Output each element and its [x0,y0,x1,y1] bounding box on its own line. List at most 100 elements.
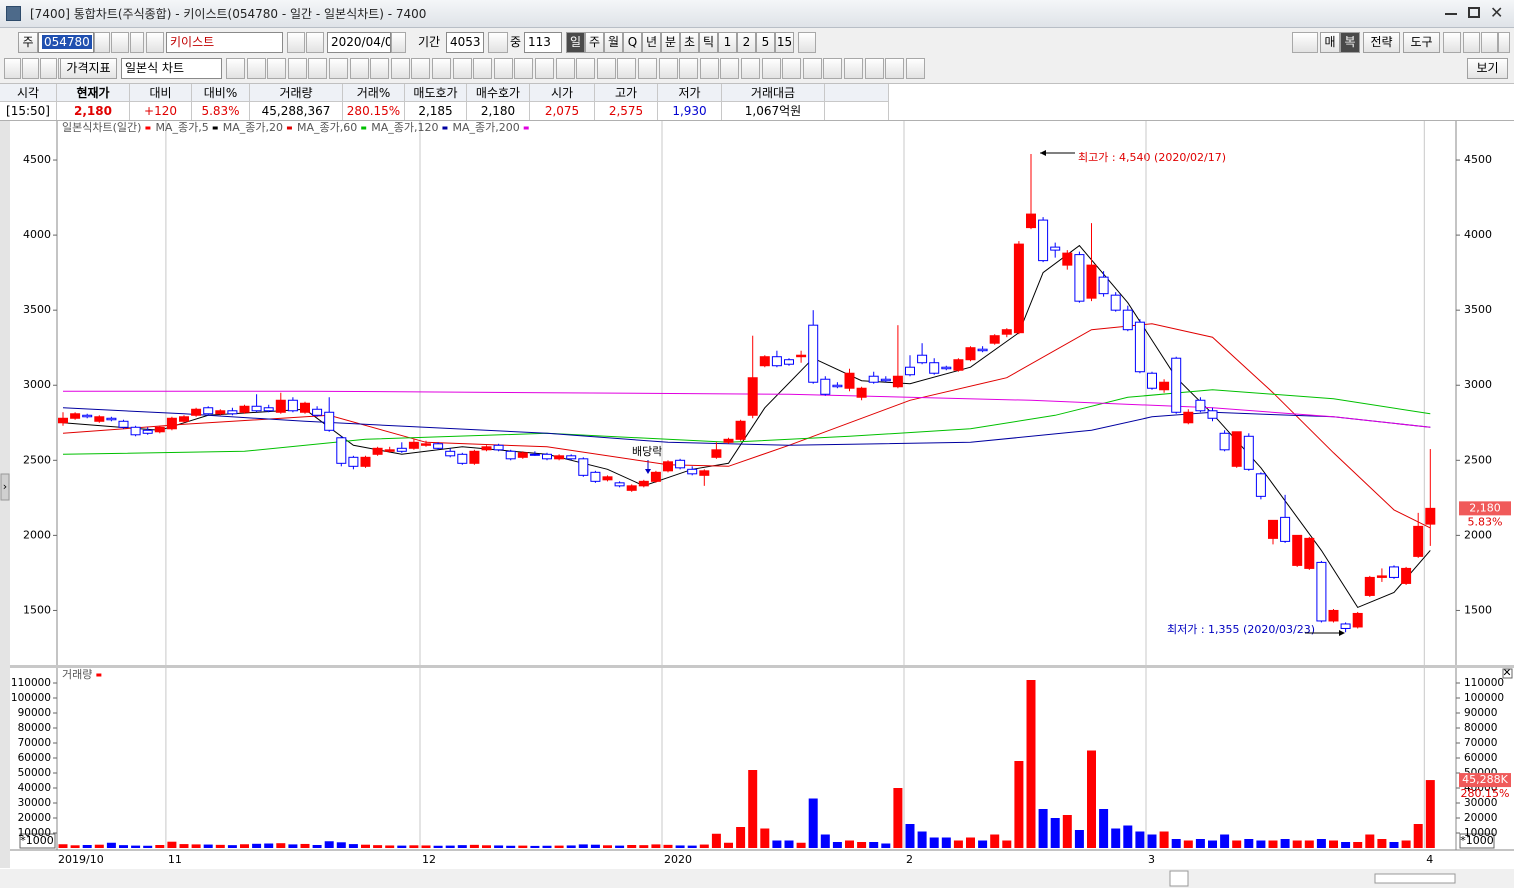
drawing-tool-icon[interactable] [823,58,843,79]
interval-button[interactable]: 년 [642,32,661,53]
interval-button[interactable]: 틱 [699,32,718,53]
tool-icon[interactable] [1498,32,1510,53]
interval-button[interactable]: Q [623,32,642,53]
drawing-tool-icon[interactable] [535,58,554,79]
drawing-tool-icon[interactable] [802,58,822,79]
drawing-tool-icon[interactable] [720,58,740,79]
tool-icon[interactable] [287,32,305,53]
volume-tick-label: 80000 [1464,722,1497,734]
drawing-tool-icon[interactable] [390,58,410,79]
tool-icon[interactable] [391,32,406,53]
zoom-slider[interactable] [1374,873,1456,884]
drawing-tool-icon[interactable] [370,58,390,79]
toolbar-button[interactable]: 매 [1320,32,1340,53]
scroll-thumb[interactable] [1169,870,1189,887]
tool-icon[interactable] [306,32,324,53]
volume-bar [675,845,685,848]
drawing-tool-icon[interactable] [287,58,307,79]
date-field[interactable]: 2020/04/01 [327,32,391,53]
drawing-tool-icon[interactable] [596,58,616,79]
view-button[interactable]: 보기 [1467,58,1508,79]
tool-icon[interactable] [798,32,816,53]
interval-button[interactable]: 초 [680,32,699,53]
interval-button[interactable]: 월 [604,32,623,53]
interval-button[interactable]: 주 [585,32,604,53]
drawing-tool-icon[interactable] [308,58,328,79]
drawing-tool-icon[interactable] [555,58,575,79]
interval-button[interactable]: 1 [718,32,737,53]
tool-icon[interactable] [1292,32,1318,53]
candle-body [227,410,238,415]
drawing-tool-icon[interactable] [885,58,905,79]
candle-body [1050,246,1061,251]
volume-bar [1208,840,1217,848]
pane-close-box[interactable] [1502,668,1513,679]
side-tab[interactable] [0,473,10,501]
tool-icon[interactable] [94,32,110,53]
tool-icon[interactable] [1463,32,1480,53]
drawing-tool-icon[interactable] [411,58,431,79]
tool-icon[interactable] [130,32,144,53]
drawing-tool-icon[interactable] [679,58,699,79]
volume-bar [506,845,516,848]
drawing-tool-icon[interactable] [576,58,596,79]
interval-button[interactable]: 5 [756,32,775,53]
tool-icon[interactable] [111,32,129,53]
maximize-button[interactable] [1468,7,1480,18]
drawing-tool-icon[interactable] [226,58,245,79]
tool-icon[interactable] [4,58,21,79]
zoom-field[interactable]: 113 [524,32,562,53]
volume-bar [1050,818,1060,848]
legend-label: MA_종가,120 [371,121,438,134]
drawing-tool-icon[interactable] [246,58,266,79]
toolbar-button[interactable]: 전략 [1363,32,1400,53]
candle-body [820,378,831,395]
period-field[interactable]: 4053 [446,32,484,53]
volume-bar [240,844,249,848]
interval-button[interactable]: 일 [566,32,585,53]
candle-body [711,449,722,458]
chart-type-select[interactable]: 일본식 차트 [121,58,222,79]
interval-button[interactable]: 분 [661,32,680,53]
drawing-tool-icon[interactable] [267,58,287,79]
drawing-tool-icon[interactable] [617,58,637,79]
drawing-tool-icon[interactable] [761,58,781,79]
toolbar-button[interactable]: 도구 [1403,32,1440,53]
drawing-tool-icon[interactable] [782,58,802,79]
drawing-tool-icon[interactable] [638,58,657,79]
pane-close[interactable]: ✕ [1502,666,1511,679]
tool-icon[interactable] [146,32,164,53]
drawing-tool-icon[interactable] [452,58,472,79]
stock-name-field[interactable]: 키이스트 [166,32,283,53]
interval-button[interactable]: 2 [737,32,756,53]
stock-code-field[interactable]: 054780 [38,32,94,53]
toolbar-button[interactable]: 복 [1340,32,1360,53]
drawing-tool-icon[interactable] [658,58,678,79]
drawing-tool-icon[interactable] [514,58,534,79]
drawing-tool-icon[interactable] [905,58,925,79]
tool-icon[interactable] [1481,32,1498,53]
candle-body [796,354,807,358]
close-button[interactable]: ✕ [1490,3,1504,22]
x-tick-label: 2020 [664,853,692,866]
code-prefix-button[interactable]: 주 [18,32,38,53]
indicator-button[interactable]: 가격지표 [60,58,117,79]
drawing-tool-icon[interactable] [493,58,513,79]
candle-body [1364,576,1375,596]
interval-button[interactable]: 15 [775,32,794,53]
tool-icon[interactable] [1443,32,1461,53]
tool-icon[interactable] [488,32,508,53]
drawing-tool-icon[interactable] [349,58,369,79]
candle-body [626,485,637,491]
drawing-tool-icon[interactable] [844,58,863,79]
drawing-tool-icon[interactable] [329,58,348,79]
drawing-tool-icon[interactable] [741,58,760,79]
tool-icon[interactable] [40,58,57,79]
drawing-tool-icon[interactable] [699,58,719,79]
drawing-tool-icon[interactable] [432,58,451,79]
drawing-tool-icon[interactable] [473,58,493,79]
tool-icon[interactable] [22,58,39,79]
drawing-tool-icon[interactable] [864,58,884,79]
minimize-button[interactable] [1445,13,1457,15]
